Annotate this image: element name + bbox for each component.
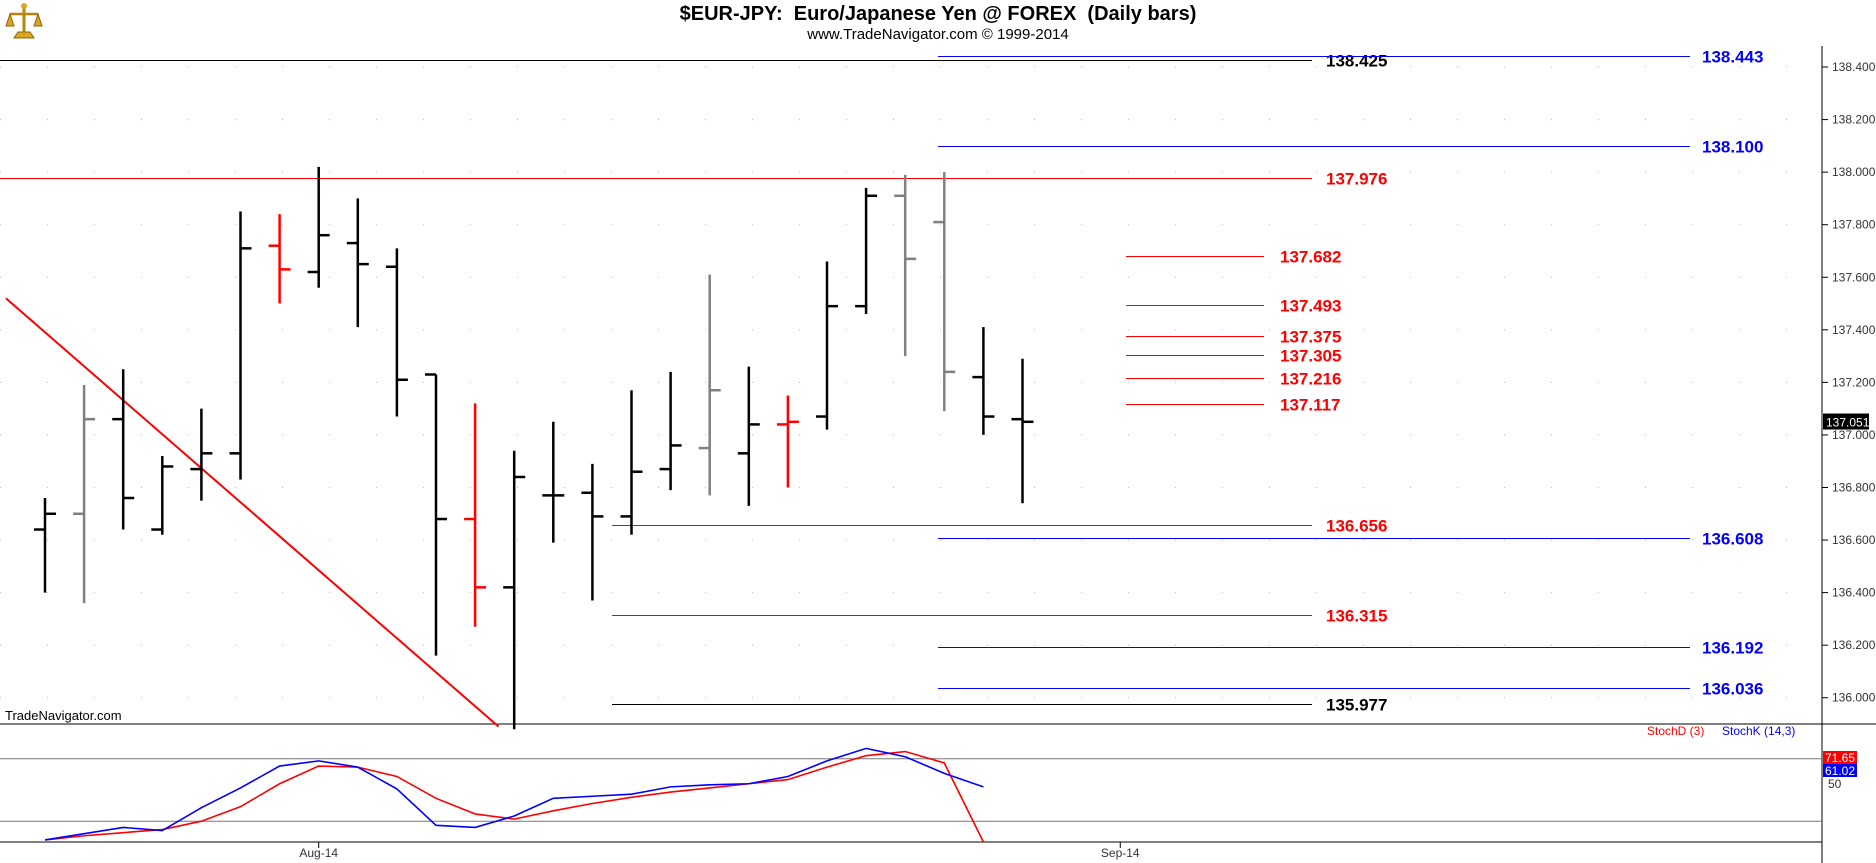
- ohlc-bar: [307, 166, 330, 288]
- stoch-k-legend: StochK (14,3): [1722, 724, 1795, 738]
- price-axis: 136.000 136.200 136.400 136.600 136.800 137.0…: [1822, 60, 1876, 705]
- stoch-d-line: [44, 750, 985, 843]
- ohlc-bar: [1011, 358, 1034, 504]
- price-bars: [34, 166, 1034, 730]
- price-tick-label: 136.600: [1832, 533, 1876, 547]
- level-label: 137.976: [1326, 170, 1387, 189]
- chart-subtitle: www.TradeNavigator.com © 1999-2014: [807, 26, 1069, 43]
- current-price-label: 137.051: [1826, 416, 1870, 430]
- price-tick-label: 136.400: [1832, 586, 1876, 600]
- ohlc-bar: [346, 198, 369, 328]
- price-tick-label: 137.200: [1832, 375, 1876, 389]
- date-tick-label: Sep-14: [1101, 846, 1140, 860]
- level-label: 136.608: [1702, 530, 1763, 549]
- chart-header: $EUR-JPY: Euro/Japanese Yen @ FOREX (Dai…: [0, 0, 1876, 46]
- price-tick-label: 137.000: [1832, 428, 1876, 442]
- ohlc-bar: [855, 187, 878, 315]
- stoch-k-value-box: [1823, 764, 1857, 777]
- ohlc-bar: [581, 463, 604, 601]
- chart-frame: [0, 46, 1876, 863]
- stoch-k-value: 61.02: [1825, 764, 1855, 778]
- level-label: 138.425: [1326, 52, 1387, 71]
- ohlc-bar: [737, 366, 760, 506]
- ohlc-bar: [698, 274, 721, 496]
- stoch-d-value: 71.65: [1825, 751, 1855, 765]
- current-price-box: [1823, 413, 1869, 430]
- ohlc-bar: [425, 373, 447, 656]
- level-label: 137.682: [1280, 248, 1341, 267]
- ohlc-bar: [503, 450, 526, 730]
- price-tick-label: 137.400: [1832, 323, 1876, 337]
- level-label: 137.493: [1280, 297, 1341, 316]
- level-label: 135.977: [1326, 696, 1387, 715]
- trade-navigator-logo-icon: [5, 3, 43, 39]
- ohlc-bar: [229, 211, 252, 480]
- price-tick-label: 138.400: [1832, 60, 1876, 74]
- ohlc-bar: [34, 498, 56, 593]
- ohlc-bar: [542, 421, 565, 543]
- level-label: 137.305: [1280, 347, 1341, 366]
- ohlc-bar: [464, 403, 487, 627]
- price-tick-label: 136.000: [1832, 691, 1876, 705]
- stoch-mid-label: 50: [1828, 777, 1842, 791]
- price-tick-label: 136.800: [1832, 480, 1876, 494]
- trendline-group: [5, 297, 500, 728]
- level-label: 138.100: [1702, 138, 1763, 157]
- level-label: 136.036: [1702, 680, 1763, 699]
- price-tick-label: 137.600: [1832, 270, 1876, 284]
- ohlc-bar: [620, 390, 643, 535]
- ohlc-bar: [385, 248, 408, 417]
- price-panel: [0, 46, 1822, 724]
- level-label: 137.375: [1280, 328, 1341, 347]
- price-tick-label: 138.000: [1832, 165, 1876, 179]
- date-tick-label: Aug-14: [299, 846, 338, 860]
- level-label: 138.443: [1702, 48, 1763, 67]
- ohlc-bar: [776, 395, 799, 488]
- level-label: 137.117: [1280, 396, 1341, 415]
- stoch-d-value-box: [1823, 751, 1857, 764]
- ohlc-bar: [933, 172, 956, 412]
- level-label: 137.216: [1280, 370, 1341, 389]
- stoch-d-legend: StochD (3): [1647, 724, 1704, 738]
- current-price-tag: 137.051: [1823, 413, 1870, 430]
- level-label: 136.315: [1326, 607, 1387, 626]
- ohlc-bar: [268, 214, 291, 304]
- level-label: 136.192: [1702, 639, 1763, 658]
- ohlc-bar: [972, 327, 995, 435]
- ohlc-bar: [73, 385, 96, 604]
- stoch-k-line: [44, 747, 984, 841]
- trendline: [5, 297, 500, 728]
- ohlc-bar: [816, 261, 838, 430]
- ohlc-bar: [190, 408, 213, 501]
- levels-group: 138.425 138.443 138.100 137.976 137.682 137.4…: [0, 48, 1763, 715]
- price-tick-label: 136.200: [1832, 638, 1876, 652]
- watermark: TradeNavigator.com: [5, 708, 122, 723]
- ohlc-bar: [659, 371, 682, 491]
- price-tick-label: 138.200: [1832, 113, 1876, 127]
- chart-title: $EUR-JPY: Euro/Japanese Yen @ FOREX (Dai…: [679, 3, 1197, 25]
- ohlc-bar: [894, 174, 917, 357]
- date-axis: Aug-14 Sep-14: [299, 842, 1140, 860]
- level-label: 136.656: [1326, 517, 1387, 536]
- price-tick-label: 137.800: [1832, 218, 1876, 232]
- ohlc-bar: [112, 369, 135, 530]
- ohlc-bar: [151, 455, 174, 535]
